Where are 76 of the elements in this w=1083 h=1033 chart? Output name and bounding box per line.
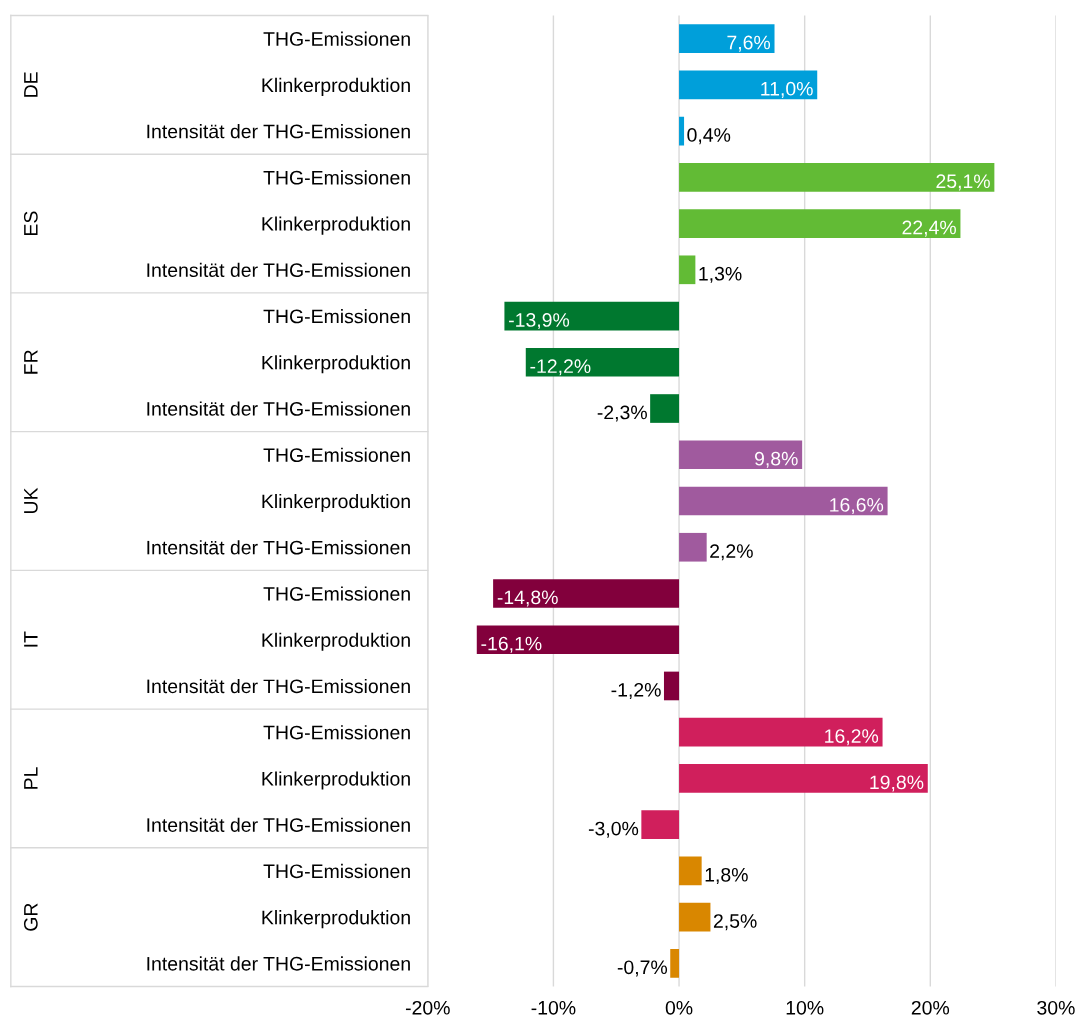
bar	[679, 24, 775, 53]
data-label: 25,1%	[936, 174, 990, 191]
bar	[679, 255, 696, 285]
x-tick-label: -10%	[531, 1000, 576, 1015]
y-tick-label: Klinkerproduktion	[262, 77, 410, 96]
data-label: -13,9%	[509, 313, 570, 330]
data-label: 7,6%	[727, 35, 771, 52]
data-label: 16,6%	[830, 498, 884, 515]
y-tick-label: Klinkerproduktion	[262, 771, 410, 790]
data-label: 22,4%	[902, 220, 956, 237]
x-tick-label: 0%	[665, 1000, 693, 1015]
y-tick-label: Klinkerproduktion	[262, 910, 410, 929]
y-tick-label: Intensität der THG-Emissionen	[147, 678, 410, 694]
y-tick-label: THG-Emissionen	[263, 725, 410, 740]
y-tick-label: Klinkerproduktion	[262, 632, 410, 651]
bar	[679, 764, 928, 793]
x-tick-label: 30%	[1037, 1000, 1075, 1015]
data-label: 9,8%	[754, 451, 798, 468]
y-tick-label: THG-Emissionen	[263, 863, 410, 879]
bar	[493, 579, 680, 608]
text: DE	[24, 72, 38, 97]
data-label: -3,0%	[588, 821, 639, 838]
data-label: -2,3%	[597, 405, 647, 422]
data-label: 2,2%	[710, 544, 753, 561]
data-label: -14,8%	[497, 590, 558, 607]
data-label: 1,3%	[699, 266, 742, 283]
data-label: -0,7%	[617, 960, 668, 977]
bar	[650, 394, 680, 423]
data-label: -1,2%	[611, 682, 661, 700]
bar	[679, 486, 888, 516]
y-tick-label: Intensität der THG-Emissionen	[147, 124, 410, 139]
data-label: 1,8%	[705, 867, 748, 884]
text: ES	[23, 211, 38, 235]
bar	[663, 671, 680, 701]
x-tick-label: 10%	[786, 1000, 824, 1015]
data-label: 11,0%	[761, 81, 813, 98]
bar	[679, 717, 883, 747]
bar	[679, 856, 702, 886]
y-tick-label: THG-Emissionen	[263, 170, 410, 185]
y-tick-label: Klinkerproduktion	[262, 355, 410, 374]
bar	[670, 949, 680, 978]
bar	[476, 625, 680, 655]
y-tick-label: THG-Emissionen	[263, 586, 410, 601]
y-tick-label: Intensität der THG-Emissionen	[147, 540, 410, 555]
bar	[525, 347, 680, 377]
y-tick-label: THG-Emissionen	[263, 31, 410, 46]
text: FR	[24, 350, 38, 374]
y-tick-label: Intensität der THG-Emissionen	[147, 956, 410, 971]
text: UK	[24, 487, 38, 514]
text: GR	[23, 903, 38, 931]
bar	[679, 116, 685, 146]
bar	[679, 70, 818, 100]
data-label: -16,1%	[481, 636, 542, 653]
y-tick-label: Intensität der THG-Emissionen	[147, 817, 410, 832]
x-tick-label: -20%	[405, 1000, 450, 1015]
y-tick-label: Klinkerproduktion	[262, 216, 410, 235]
y-tick-label: Intensität der THG-Emissionen	[147, 401, 410, 416]
data-label: 19,8%	[870, 775, 924, 792]
y-tick-label: Klinkerproduktion	[262, 493, 410, 513]
bar	[679, 209, 961, 238]
y-tick-label: THG-Emissionen	[263, 309, 410, 324]
y-tick-label: Intensität der THG-Emissionen	[147, 262, 410, 278]
text: PL	[24, 767, 38, 789]
data-label: 16,2%	[825, 729, 879, 746]
bar	[679, 163, 995, 192]
y-tick-label: THG-Emissionen	[263, 447, 410, 462]
text: IT	[24, 631, 38, 647]
bar	[679, 440, 803, 470]
bar	[504, 301, 680, 331]
bar	[679, 532, 707, 562]
bar	[641, 810, 680, 840]
data-label: 2,5%	[713, 914, 757, 931]
data-label: 0,4%	[687, 128, 731, 145]
x-tick-label: 20%	[911, 1000, 950, 1015]
data-label: -12,2%	[530, 359, 591, 376]
bar	[679, 902, 711, 932]
